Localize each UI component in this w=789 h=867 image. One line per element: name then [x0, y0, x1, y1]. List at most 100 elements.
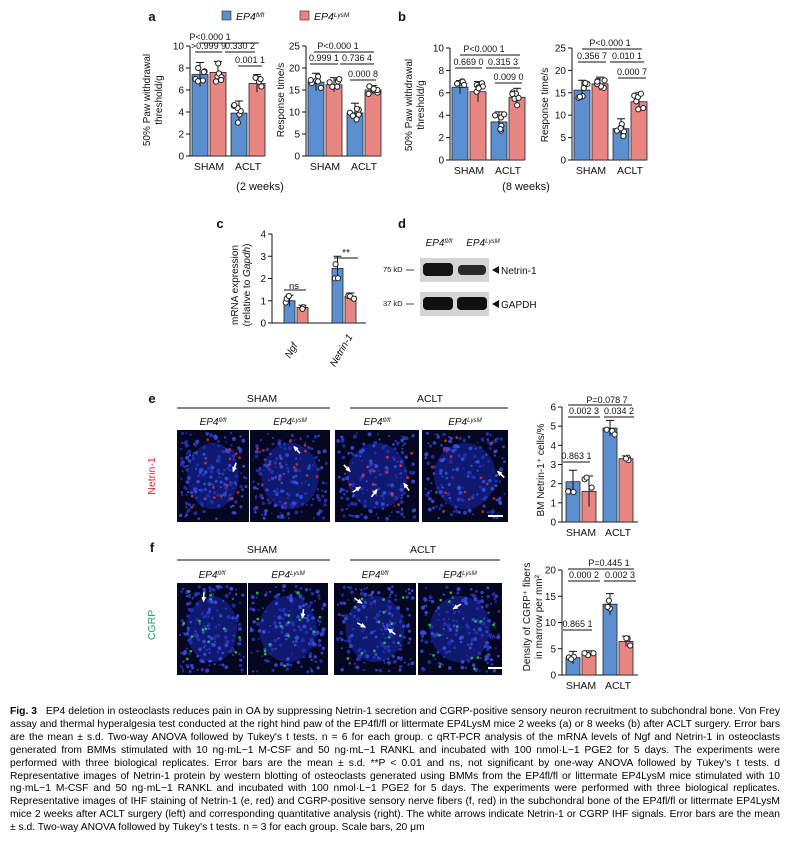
micrograph-f-aclt-flfl-signal: [360, 651, 364, 655]
micrograph-e-aclt-lysm-nucleus: [441, 432, 446, 437]
micrograph-e-sham-flfl-nucleus: [223, 468, 226, 471]
y-tick-label: 10: [545, 618, 557, 629]
micrograph-e-aclt-lysm-nucleus: [481, 479, 486, 484]
x-category-label: SHAM: [566, 527, 596, 539]
micrograph-e-sham-flfl-nucleus: [214, 479, 218, 483]
micrograph-f-aclt-lysm-nucleus: [476, 599, 481, 604]
micrograph-e-aclt-lysm-nucleus: [485, 432, 490, 436]
micrograph-f-sham-flfl-nucleus: [231, 653, 235, 656]
micrograph-e-sham-flfl-nucleus: [185, 513, 188, 517]
micrograph-f-aclt-lysm-nucleus: [494, 647, 497, 649]
micrograph-f-aclt-flfl-nucleus: [359, 591, 364, 596]
micrograph-f-sham-lysm-signal: [263, 652, 267, 656]
micrograph-e-aclt-flfl-signal: [385, 455, 389, 459]
micrograph-e-sham-flfl-nucleus: [181, 493, 184, 497]
ylabel-resp-a: Response time/s: [276, 63, 287, 137]
annot-b1-x-label: 0.315 3: [488, 57, 518, 67]
micrograph-e-aclt-lysm-nucleus: [497, 512, 500, 515]
micrograph-e-aclt-lysm-nucleus: [495, 498, 499, 502]
micrograph-f-sham-lysm-nucleus: [318, 597, 321, 600]
micrograph-f-aclt-flfl-nucleus: [347, 598, 350, 601]
ylabel-f-2: in marrow per mm²: [534, 574, 545, 659]
micrograph-f-aclt-lysm-nucleus: [481, 621, 486, 626]
micrograph-e-aclt-lysm-nucleus: [462, 453, 468, 458]
micrograph-f-sham-lysm-nucleus: [296, 660, 301, 665]
micrograph-e-aclt-lysm-nucleus: [446, 492, 451, 496]
micrograph-e-aclt-lysm-nucleus: [471, 475, 475, 479]
micrograph-f-aclt-flfl-nucleus: [387, 587, 392, 591]
micrograph-f-aclt-flfl-nucleus: [339, 631, 344, 636]
micrograph-e-sham-flfl-signal: [236, 491, 240, 494]
micrograph-f-sham-lysm-nucleus: [309, 667, 313, 670]
micrograph-f-sham-lysm-nucleus: [278, 621, 282, 625]
micrograph-e-sham-flfl-nucleus: [217, 440, 220, 443]
micrograph-f-sham-lysm-nucleus: [293, 643, 297, 647]
micrograph-f-aclt-flfl-nucleus: [365, 618, 368, 621]
micrograph-f-sham-lysm-nucleus: [285, 667, 289, 671]
micrograph-e-sham-flfl-nucleus: [233, 511, 237, 515]
micrograph-e-sham-flfl-nucleus: [218, 475, 221, 479]
micrograph-f-aclt-lysm-nucleus: [477, 627, 483, 632]
caption-d-text: d Representative images of Netrin-1 prot…: [10, 757, 780, 795]
legend-swatch-lysm: [299, 10, 310, 21]
micrograph-e-aclt-flfl-nucleus: [380, 502, 385, 507]
data-point: [581, 650, 588, 657]
micrograph-f-aclt-flfl-nucleus: [387, 645, 390, 648]
micrograph-f-aclt-lysm-nucleus: [452, 619, 455, 622]
micrograph-e-sham-flfl-nucleus: [196, 463, 200, 467]
micrograph-e-aclt-lysm-nucleus: [497, 500, 502, 505]
micrograph-f-aclt-lysm-nucleus: [493, 636, 496, 639]
micrograph-e-aclt-flfl-nucleus: [400, 476, 403, 479]
micrograph-e-aclt-lysm-nucleus: [432, 506, 435, 510]
micrograph-e-aclt-lysm-nucleus: [455, 445, 459, 449]
micrograph-e-aclt-flfl-nucleus: [384, 465, 388, 469]
micrograph-e-aclt-lysm-nucleus: [468, 446, 473, 451]
micrograph-f-aclt-lysm-nucleus: [445, 585, 449, 589]
micrograph-f-aclt-flfl-nucleus: [352, 599, 356, 602]
micrograph-e-sham-lysm-nucleus: [287, 517, 290, 520]
bar: [209, 72, 227, 157]
micrograph-e-sham-lysm-nucleus: [276, 487, 279, 491]
micrograph-e-sham-flfl-nucleus: [193, 511, 198, 516]
micrograph-f-sham-flfl-nucleus: [216, 650, 220, 654]
micrograph-f-aclt-lysm-nucleus: [461, 598, 465, 603]
panel-label-e: e: [148, 391, 155, 406]
micrograph-e-aclt-flfl-nucleus: [351, 461, 354, 465]
micrograph-f-sham-lysm-nucleus: [298, 594, 303, 599]
micrograph-e-sham-flfl-nucleus: [184, 442, 189, 447]
micrograph-e-sham-flfl-nucleus: [190, 491, 194, 495]
micrograph-e-sham-lysm-signal: [262, 448, 265, 452]
y-tick-label: 15: [545, 592, 557, 603]
micrograph-e-sham-flfl-nucleus: [181, 432, 184, 435]
data-point: [370, 85, 377, 92]
micrograph-e-sham-lysm-nucleus: [312, 440, 315, 443]
micrograph-f-aclt-lysm-nucleus: [485, 644, 490, 649]
micrograph-f-aclt-flfl-nucleus: [360, 588, 363, 592]
micrograph-e-sham-flfl-nucleus: [185, 455, 190, 460]
micrograph-f-aclt-lysm-nucleus: [452, 624, 456, 628]
micrograph-e-sham-flfl-nucleus: [195, 439, 200, 444]
micrograph-f-sham-flfl-nucleus: [239, 638, 242, 641]
micrograph-e-sham-lysm-nucleus: [295, 468, 299, 471]
micrograph-f-aclt-flfl-nucleus: [348, 586, 353, 590]
micrograph-f-sham-flfl-nucleus: [208, 585, 212, 589]
micrograph-e-aclt-flfl-nucleus: [393, 465, 397, 469]
timepoint-2wk: (2 weeks): [236, 181, 284, 193]
micrograph-f-aclt-lysm-nucleus: [452, 610, 457, 615]
micrograph-f-sham-lysm-nucleus: [265, 591, 268, 594]
micrograph-f-aclt-flfl-signal: [387, 635, 391, 639]
micrograph-f-sham-lysm: [248, 583, 328, 675]
micrograph-f-sham-flfl-nucleus: [199, 594, 202, 597]
micrograph-e-sham-flfl-nucleus: [237, 446, 241, 450]
micrograph-e-aclt-lysm-nucleus: [493, 454, 497, 457]
data-point: [635, 106, 642, 113]
panel-label-f: f: [150, 540, 155, 555]
micrograph-f-sham-flfl-signal: [198, 619, 201, 623]
micrograph-e-aclt-lysm-nucleus: [428, 496, 432, 501]
micrograph-f-sham-lysm-nucleus: [272, 620, 277, 625]
micrograph-e-aclt-lysm-nucleus: [502, 445, 505, 449]
data-point: [570, 488, 577, 496]
annot-a2-x-label: 0.736 4: [342, 53, 372, 63]
micrograph-e-sham-flfl-nucleus: [232, 487, 235, 490]
micrograph-f-aclt-lysm-nucleus: [436, 650, 440, 654]
